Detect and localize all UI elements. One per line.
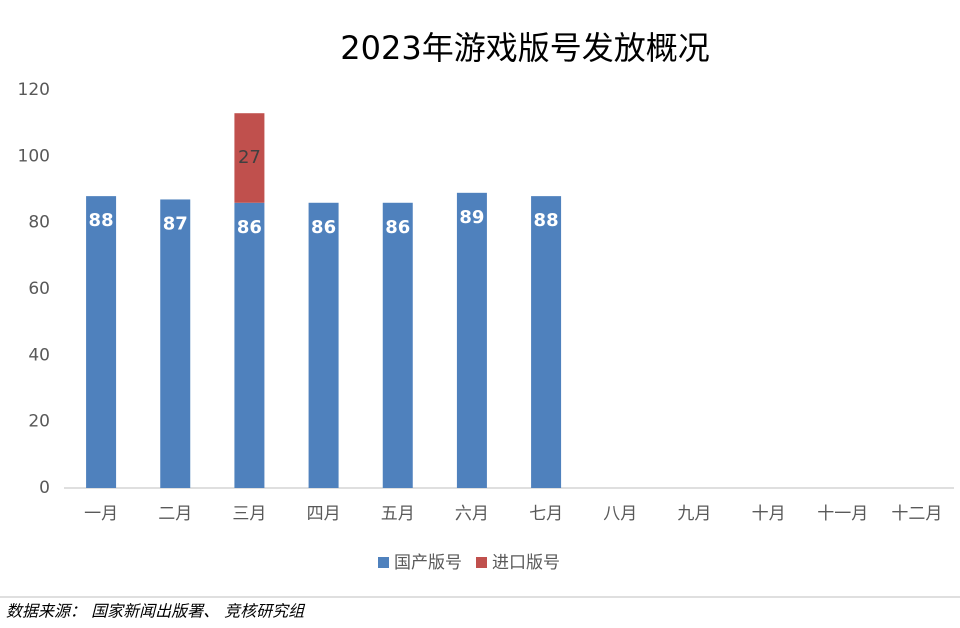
x-tick-label: 五月 [381,504,415,524]
bar [531,196,562,488]
source-note: 数据来源： 国家新闻出版署、 竞核研究组 [6,602,306,621]
legend-label: 国产版号 [394,553,462,573]
y-tick-label: 120 [18,80,50,100]
data-label: 88 [89,210,114,231]
x-tick-label: 十二月 [891,504,942,524]
x-tick-label: 一月 [84,504,118,524]
bar [456,192,487,489]
x-tick-label: 六月 [455,504,489,524]
data-label: 86 [311,217,336,238]
x-tick-label: 三月 [232,504,266,524]
x-tick-label: 十月 [752,504,786,524]
x-tick-label: 七月 [529,504,563,524]
legend-swatch [476,557,487,568]
bar [382,202,413,488]
data-label: 88 [534,210,559,231]
bar [308,202,339,488]
y-tick-label: 60 [28,279,50,299]
bar [86,196,117,488]
legend-swatch [378,557,389,568]
y-tick-label: 20 [28,412,50,432]
bar [234,202,265,488]
x-tick-label: 二月 [158,504,192,524]
data-label: 27 [238,147,261,168]
y-tick-label: 40 [28,345,50,365]
bar [160,199,191,488]
y-tick-label: 100 [18,146,50,166]
x-tick-label: 八月 [603,504,637,524]
y-tick-label: 80 [28,213,50,233]
data-label: 87 [163,213,188,234]
x-tick-label: 九月 [677,504,711,524]
bar [234,113,265,203]
legend-label: 进口版号 [492,553,560,573]
chart-title: 2023年游戏版号发放概况 [340,29,709,67]
x-tick-label: 十一月 [817,504,868,524]
x-tick-label: 四月 [307,504,341,524]
data-label: 86 [385,217,410,238]
data-label: 89 [459,207,484,228]
y-tick-label: 0 [39,478,50,498]
data-label: 86 [237,217,262,238]
